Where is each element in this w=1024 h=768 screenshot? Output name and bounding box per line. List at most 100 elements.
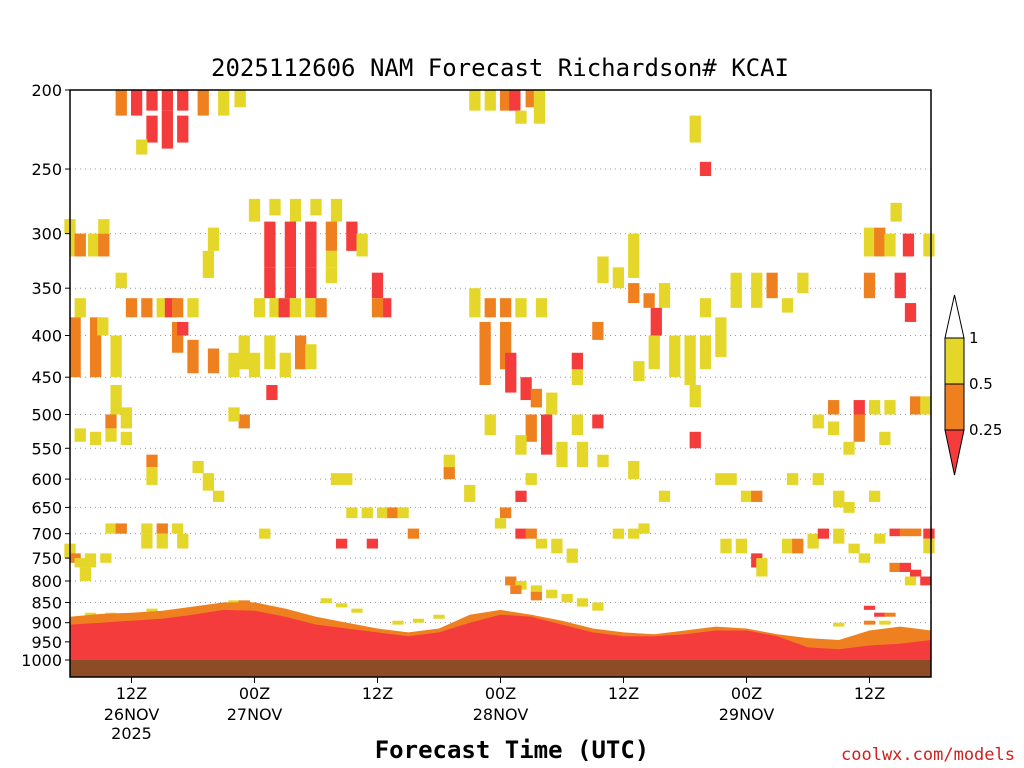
ri-cell	[658, 283, 671, 308]
ri-cell	[187, 298, 199, 318]
ri-cell	[510, 585, 522, 595]
ri-cell	[843, 501, 855, 513]
ri-cell	[571, 369, 584, 385]
ri-cell	[171, 523, 184, 534]
y-tick-label: 950	[31, 633, 62, 652]
ri-cell	[740, 490, 753, 502]
color-legend: 1 0.5 0.25	[944, 294, 1002, 476]
source-credit: coolwx.com/models	[841, 745, 1015, 765]
ri-cell	[177, 90, 189, 111]
ri-cell	[868, 400, 881, 415]
ri-cell	[315, 298, 327, 318]
ri-cell	[689, 115, 701, 143]
ri-cell	[392, 620, 404, 625]
ri-cell	[341, 473, 353, 485]
ri-cell	[279, 352, 291, 378]
ri-cell	[266, 384, 278, 401]
ri-cell	[278, 298, 290, 318]
ri-cell	[592, 321, 604, 340]
y-tick-label: 700	[31, 525, 62, 544]
legend-bottom-arrow	[944, 429, 965, 476]
ri-cell	[874, 227, 886, 257]
ri-cell	[735, 538, 748, 554]
ri-cell	[110, 384, 122, 415]
ri-cell	[515, 298, 527, 318]
ri-cell	[592, 414, 604, 429]
ri-cell	[669, 335, 681, 378]
ri-cell	[171, 298, 184, 318]
ri-cell	[546, 392, 558, 415]
ri-cell	[833, 528, 845, 544]
y-tick-label: 750	[31, 549, 62, 568]
ri-cell	[356, 233, 368, 257]
ri-cell	[97, 317, 109, 336]
ri-cell	[628, 528, 640, 539]
ri-cell	[751, 272, 763, 308]
ri-cell	[525, 90, 537, 108]
ri-cell	[566, 548, 578, 563]
ri-cell	[69, 317, 81, 378]
ri-cell	[269, 298, 281, 318]
ri-cell	[115, 523, 127, 534]
ri-cell	[366, 538, 379, 549]
ri-cell	[699, 335, 712, 370]
ri-cell	[253, 298, 266, 318]
ri-cell	[289, 198, 302, 222]
ri-cell	[177, 533, 189, 549]
ri-cell	[494, 518, 507, 529]
ri-cell	[234, 90, 246, 108]
ri-cell	[335, 538, 348, 549]
ri-cell	[505, 576, 517, 586]
richardson-cells	[64, 90, 935, 627]
y-axis: 200 250 300 350 400 450 500 550 600 650 700 750 800 8…	[21, 81, 70, 670]
ri-cell	[576, 598, 589, 607]
ri-cell	[530, 585, 543, 595]
ri-cell	[156, 523, 168, 534]
ri-cell	[105, 428, 117, 442]
ground-surface	[70, 660, 931, 677]
ri-cell	[202, 473, 215, 491]
ri-cell	[863, 620, 876, 625]
ri-cell	[699, 298, 712, 318]
ri-cell	[136, 139, 148, 155]
ri-cell	[499, 90, 512, 111]
ri-cell	[74, 558, 86, 568]
ri-cell	[833, 622, 845, 627]
ri-cell	[187, 339, 199, 374]
ri-cell	[156, 298, 168, 318]
ri-cell	[894, 272, 906, 299]
ri-cell	[192, 460, 204, 474]
ri-cell	[715, 317, 727, 336]
ri-cell	[556, 441, 568, 468]
ri-cell	[294, 335, 307, 370]
legend-label: 0.25	[969, 421, 1002, 439]
ri-cell	[161, 110, 174, 149]
ri-cell	[889, 562, 901, 573]
ri-cell	[397, 507, 409, 519]
ri-cell	[197, 90, 209, 116]
ri-cell	[689, 384, 701, 408]
ri-cell	[443, 454, 455, 468]
ri-cell	[592, 602, 604, 611]
ri-cell	[248, 198, 261, 222]
ri-cell	[515, 435, 527, 455]
y-tick-label: 250	[31, 160, 62, 179]
ri-cell	[689, 431, 701, 449]
ri-cell	[638, 523, 650, 534]
ri-cell	[269, 198, 281, 216]
ri-cell	[786, 473, 799, 485]
ri-cell	[515, 528, 527, 539]
ri-cell	[141, 298, 153, 318]
ri-cell	[443, 467, 455, 480]
ri-cell	[164, 298, 177, 318]
ri-cell	[146, 608, 158, 613]
ri-cell	[909, 396, 922, 415]
x-axis-label: Forecast Time (UTC)	[375, 736, 650, 764]
ri-cell	[161, 90, 174, 111]
ri-cell	[884, 400, 896, 415]
ri-cell	[305, 267, 317, 299]
ri-cell	[658, 490, 671, 502]
ri-cell	[207, 348, 220, 374]
ri-cell	[715, 473, 727, 485]
